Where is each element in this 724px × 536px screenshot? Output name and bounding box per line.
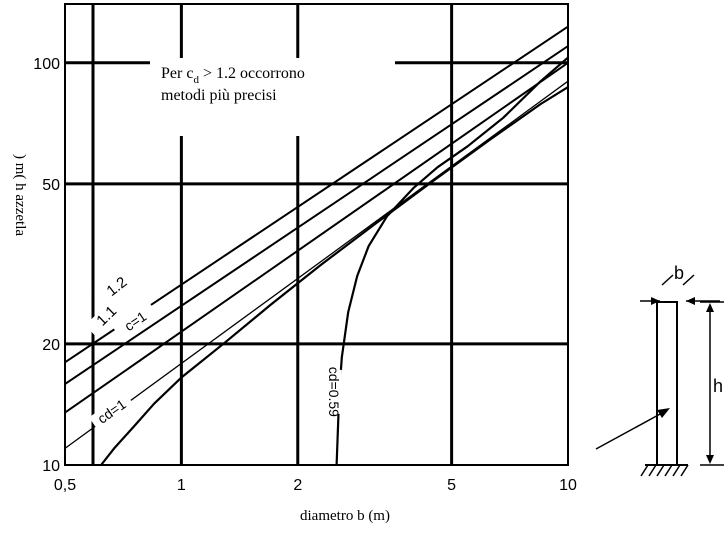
diagram-b-label: b (674, 263, 684, 283)
dim-b-arrowhead-left (651, 297, 660, 305)
curve-label-bg-c059 (325, 369, 342, 414)
y-tick-label: 50 (42, 177, 60, 194)
hatch-3 (656, 464, 665, 477)
curve-label-c059: cd=0.59 (326, 367, 342, 417)
dim-b-tick-right (682, 274, 695, 286)
dim-h-arrowhead-bottom (706, 455, 714, 464)
hatch-6 (680, 464, 689, 477)
dim-h-arrowhead-top (706, 303, 714, 312)
load-arrowhead (657, 408, 670, 418)
y-tick-label: 100 (33, 56, 60, 73)
hatch-1 (640, 464, 649, 477)
x-tick-label: 2 (293, 477, 302, 494)
plot-frame (64, 3, 569, 466)
curve-label-bg-c12 (94, 266, 139, 307)
hatch-5 (672, 464, 681, 477)
curve-label-bg-c11 (85, 294, 128, 337)
annotation-background (150, 58, 395, 136)
x-tick-label: 5 (447, 477, 456, 494)
series-line-c09 (64, 80, 569, 450)
column-diagram (595, 274, 724, 477)
dim-b-tick-left (661, 274, 674, 286)
x-tick-label: 1 (177, 477, 186, 494)
curve-labels: 1.21.1 c=1cd=1 cd=0.59 (85, 266, 342, 431)
hatch-4 (664, 464, 673, 477)
annotation-line-2: metodi più precisi (161, 87, 277, 104)
series-line-c10 (64, 61, 569, 414)
x-axis-label: diametro b (m) (300, 508, 390, 524)
diagram-h-label: h (713, 376, 723, 396)
x-tick-label: 0,5 (54, 477, 76, 494)
dim-b-arrowhead-right (686, 297, 695, 305)
series-lines (64, 25, 570, 467)
y-tick-label: 10 (42, 458, 60, 475)
series-line-c11 (64, 45, 569, 385)
series-line-c1 (99, 85, 570, 467)
x-tick-label: 10 (559, 477, 577, 494)
load-arrow-line (595, 412, 663, 450)
y-tick-label: 20 (42, 337, 60, 354)
diagram-arrowheads (651, 297, 714, 464)
curve-label-bg-c1 (89, 392, 135, 431)
curve-label-bg-c10 (112, 302, 159, 340)
tick-labels: 0,5 1 2 5 10 10 20 50 100 (33, 56, 577, 494)
column-shaft (656, 301, 678, 466)
series-line-c059 (335, 56, 570, 467)
hatch-2 (648, 464, 657, 477)
annotation-line-1: Per cd > 1.2 occorrono (161, 65, 305, 86)
y-axis-label: ) m( h azzetla (12, 154, 28, 236)
